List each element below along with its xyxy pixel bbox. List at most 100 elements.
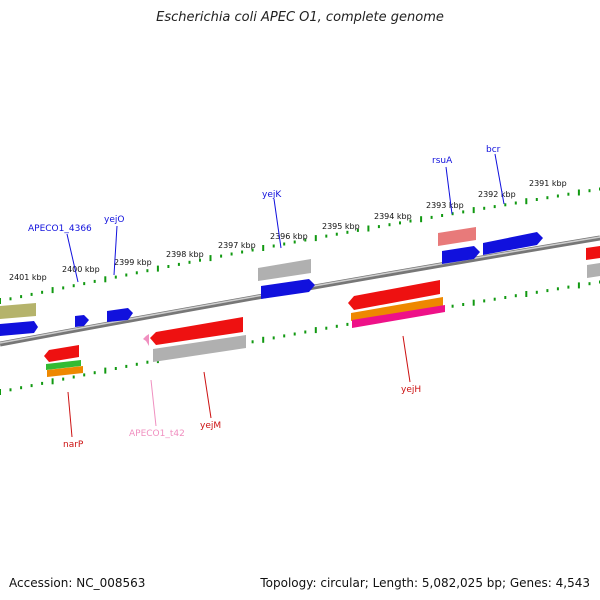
- minor-tick: [241, 250, 244, 254]
- feature-bcr[interactable]: [483, 232, 543, 255]
- tick-label-2400: 2400 kbp: [62, 265, 100, 274]
- major-tick: [472, 207, 475, 214]
- minor-tick: [30, 384, 33, 388]
- minor-tick: [462, 210, 465, 214]
- feature-rsua-upper[interactable]: [438, 227, 476, 246]
- minor-tick: [9, 388, 12, 392]
- minor-tick: [493, 297, 496, 301]
- minor-tick: [462, 303, 465, 306]
- leader-bcr: [494, 153, 505, 205]
- major-tick: [104, 367, 107, 374]
- outer-tick-track: [0, 187, 600, 304]
- major-tick: [262, 336, 265, 343]
- minor-tick: [588, 189, 591, 193]
- minor-tick: [409, 219, 412, 223]
- minor-tick: [177, 262, 180, 266]
- minor-tick: [135, 362, 138, 366]
- minor-tick: [283, 334, 286, 338]
- minor-tick: [514, 201, 517, 205]
- minor-tick: [272, 244, 275, 248]
- tick-label-2395: 2395 kbp: [322, 222, 360, 231]
- gene-label-yejk[interactable]: yejK: [262, 190, 282, 200]
- feature-yejk[interactable]: [261, 279, 315, 299]
- minor-tick: [125, 273, 128, 277]
- minor-tick: [304, 330, 307, 334]
- minor-tick: [72, 375, 75, 379]
- major-tick: [209, 255, 212, 262]
- gene-label-rsua[interactable]: rsuA: [432, 156, 453, 166]
- minor-tick: [451, 212, 454, 216]
- major-tick: [0, 298, 1, 304]
- feature-apeco1-t42[interactable]: [143, 334, 149, 346]
- tick-label-2399: 2399 kbp: [114, 258, 152, 267]
- feature-rsua[interactable]: [442, 246, 480, 264]
- gene-label-yejh[interactable]: yejH: [401, 385, 421, 395]
- minor-tick: [83, 282, 86, 286]
- feature-yejh[interactable]: [348, 280, 440, 310]
- minor-tick: [146, 360, 149, 364]
- feature-olive[interactable]: [0, 303, 36, 319]
- feature-green[interactable]: [46, 360, 81, 370]
- minor-tick: [346, 230, 349, 234]
- minor-tick: [483, 299, 486, 303]
- feature-orange-left[interactable]: [47, 366, 83, 377]
- minor-tick: [230, 252, 233, 256]
- leader-narp: [67, 391, 73, 438]
- minor-tick: [293, 332, 296, 336]
- minor-tick: [283, 242, 286, 246]
- tick-label-2391: 2391 kbp: [529, 179, 567, 188]
- leader-yejm: [203, 371, 212, 419]
- gene-label-bcr[interactable]: bcr: [486, 145, 501, 155]
- gene-label-yejm[interactable]: yejM: [200, 421, 221, 431]
- major-tick: [104, 276, 107, 283]
- feature-red-right[interactable]: [586, 246, 600, 260]
- minor-tick: [588, 282, 591, 286]
- major-tick: [314, 235, 317, 242]
- minor-tick: [114, 367, 117, 370]
- leader-yejk: [273, 198, 282, 249]
- leader-yejo: [113, 225, 118, 276]
- inner-tick-track: [0, 280, 600, 395]
- leader-apeco1-t42: [150, 379, 157, 427]
- tick-label-2394: 2394 kbp: [374, 212, 412, 221]
- feature-blue-left[interactable]: [0, 321, 38, 336]
- major-tick: [51, 287, 54, 294]
- minor-tick: [399, 221, 401, 225]
- minor-tick: [62, 286, 65, 290]
- feature-grey-yejk[interactable]: [258, 259, 311, 281]
- minor-tick: [535, 290, 538, 294]
- minor-tick: [135, 271, 138, 275]
- gene-label-narp[interactable]: narP: [63, 440, 84, 450]
- minor-tick: [41, 290, 44, 294]
- minor-tick: [556, 194, 559, 198]
- minor-tick: [251, 340, 254, 344]
- feature-grey-yejm[interactable]: [153, 335, 246, 362]
- feature-yejo[interactable]: [107, 308, 133, 322]
- minor-tick: [346, 322, 349, 326]
- map-title: Escherichia coli APEC O1, complete genom…: [156, 10, 444, 25]
- minor-tick: [93, 371, 96, 375]
- gene-label-yejo[interactable]: yejO: [104, 215, 124, 225]
- feature-apeco1-4366[interactable]: [75, 315, 89, 327]
- minor-tick: [514, 294, 517, 298]
- minor-tick: [20, 295, 23, 299]
- feature-narp[interactable]: [44, 345, 79, 362]
- tick-label-2401: 2401 kbp: [9, 273, 47, 282]
- feature-magenta-yejh[interactable]: [352, 305, 445, 328]
- gene-label-apeco1-t42[interactable]: APECO1_t42: [129, 429, 185, 439]
- feature-orange-yejh[interactable]: [351, 297, 443, 321]
- minor-tick: [83, 373, 86, 377]
- minor-tick: [146, 269, 149, 273]
- minor-tick: [556, 287, 559, 291]
- leader-rsua: [445, 166, 453, 215]
- minor-tick: [567, 285, 570, 289]
- feature-grey-right[interactable]: [587, 263, 600, 278]
- tick-label-2392: 2392 kbp: [478, 190, 516, 199]
- minor-tick: [441, 214, 444, 217]
- tick-label-2393: 2393 kbp: [426, 201, 464, 210]
- gene-label-apeco1-4366[interactable]: APECO1_4366: [28, 224, 92, 234]
- minor-tick: [535, 198, 538, 201]
- minor-tick: [504, 296, 507, 299]
- feature-yejm[interactable]: [150, 317, 243, 345]
